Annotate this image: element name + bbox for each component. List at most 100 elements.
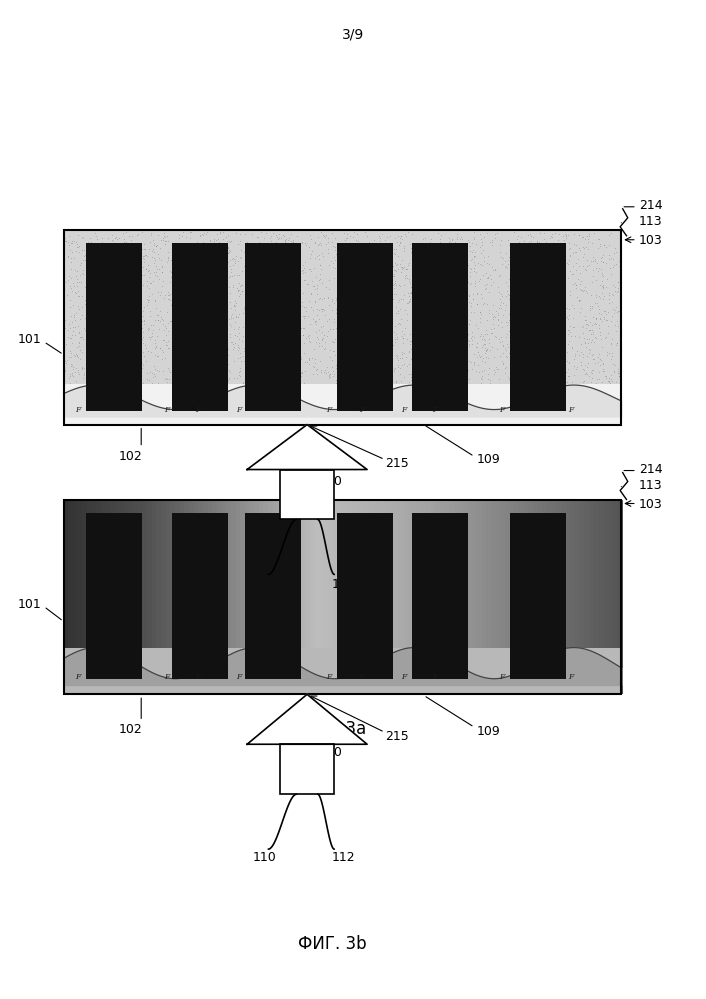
- Point: [265, 241, 276, 257]
- Point: [426, 323, 438, 339]
- Point: [453, 251, 464, 267]
- Point: [121, 374, 133, 390]
- Point: [145, 317, 157, 333]
- Point: [376, 279, 388, 295]
- Point: [385, 288, 396, 304]
- Point: [567, 341, 578, 357]
- Point: [417, 268, 429, 284]
- Point: [292, 270, 304, 286]
- Point: [162, 316, 173, 332]
- Point: [405, 384, 416, 400]
- Point: [361, 351, 373, 367]
- Point: [419, 356, 431, 372]
- Point: [432, 348, 443, 364]
- Point: [519, 272, 530, 288]
- Point: [245, 292, 256, 308]
- Point: [582, 231, 594, 247]
- Point: [158, 322, 169, 338]
- Point: [450, 300, 461, 316]
- Point: [337, 260, 348, 276]
- Point: [156, 311, 167, 327]
- Bar: [184, 500, 191, 694]
- Point: [119, 234, 130, 250]
- Point: [279, 245, 290, 261]
- Text: F: F: [164, 406, 169, 414]
- Point: [80, 246, 92, 262]
- Point: [577, 230, 588, 246]
- Point: [255, 413, 266, 429]
- Point: [614, 374, 626, 390]
- Point: [247, 297, 258, 313]
- Point: [381, 375, 393, 391]
- Point: [550, 354, 561, 370]
- Point: [463, 388, 474, 404]
- Point: [337, 248, 348, 264]
- Point: [484, 403, 496, 419]
- Bar: [421, 500, 428, 694]
- Point: [210, 413, 222, 429]
- Point: [114, 355, 125, 371]
- Point: [325, 400, 336, 416]
- Point: [446, 335, 457, 351]
- Point: [605, 371, 616, 387]
- Point: [87, 393, 98, 409]
- Point: [112, 383, 123, 399]
- Point: [107, 273, 119, 289]
- Point: [590, 329, 601, 345]
- Point: [146, 398, 157, 414]
- Point: [373, 371, 384, 387]
- Point: [366, 298, 378, 314]
- Point: [126, 270, 138, 286]
- Point: [80, 311, 91, 327]
- Point: [436, 334, 447, 350]
- Point: [522, 296, 533, 312]
- Point: [162, 378, 174, 394]
- Point: [232, 254, 244, 270]
- Point: [229, 327, 241, 343]
- Point: [547, 291, 558, 307]
- Point: [585, 326, 597, 342]
- Point: [258, 369, 269, 385]
- Point: [249, 393, 261, 409]
- Point: [265, 233, 276, 249]
- Point: [407, 384, 418, 400]
- Point: [295, 401, 306, 417]
- Point: [181, 385, 192, 401]
- Point: [446, 359, 457, 375]
- Point: [184, 271, 195, 287]
- Point: [584, 300, 595, 316]
- Point: [211, 386, 222, 402]
- Point: [575, 304, 586, 320]
- Point: [321, 388, 333, 404]
- Point: [468, 398, 479, 414]
- Point: [452, 251, 463, 267]
- Point: [125, 303, 136, 319]
- Point: [307, 303, 318, 319]
- Point: [563, 356, 575, 372]
- Point: [612, 377, 623, 393]
- Point: [273, 357, 284, 373]
- Point: [280, 392, 292, 408]
- Point: [310, 351, 321, 367]
- Point: [232, 268, 243, 284]
- Point: [433, 325, 445, 341]
- Point: [76, 299, 88, 315]
- Point: [446, 289, 457, 305]
- Point: [285, 287, 297, 303]
- Point: [506, 317, 517, 333]
- Point: [246, 336, 258, 352]
- Point: [126, 396, 137, 412]
- Point: [123, 271, 134, 287]
- Point: [340, 355, 351, 371]
- Point: [581, 252, 592, 268]
- Point: [194, 229, 205, 245]
- Point: [347, 377, 359, 393]
- Bar: [143, 500, 149, 694]
- Point: [333, 403, 344, 419]
- Point: [413, 320, 424, 336]
- Point: [554, 362, 565, 378]
- Point: [358, 341, 369, 357]
- Point: [330, 361, 342, 377]
- Point: [129, 261, 140, 277]
- Point: [381, 281, 393, 297]
